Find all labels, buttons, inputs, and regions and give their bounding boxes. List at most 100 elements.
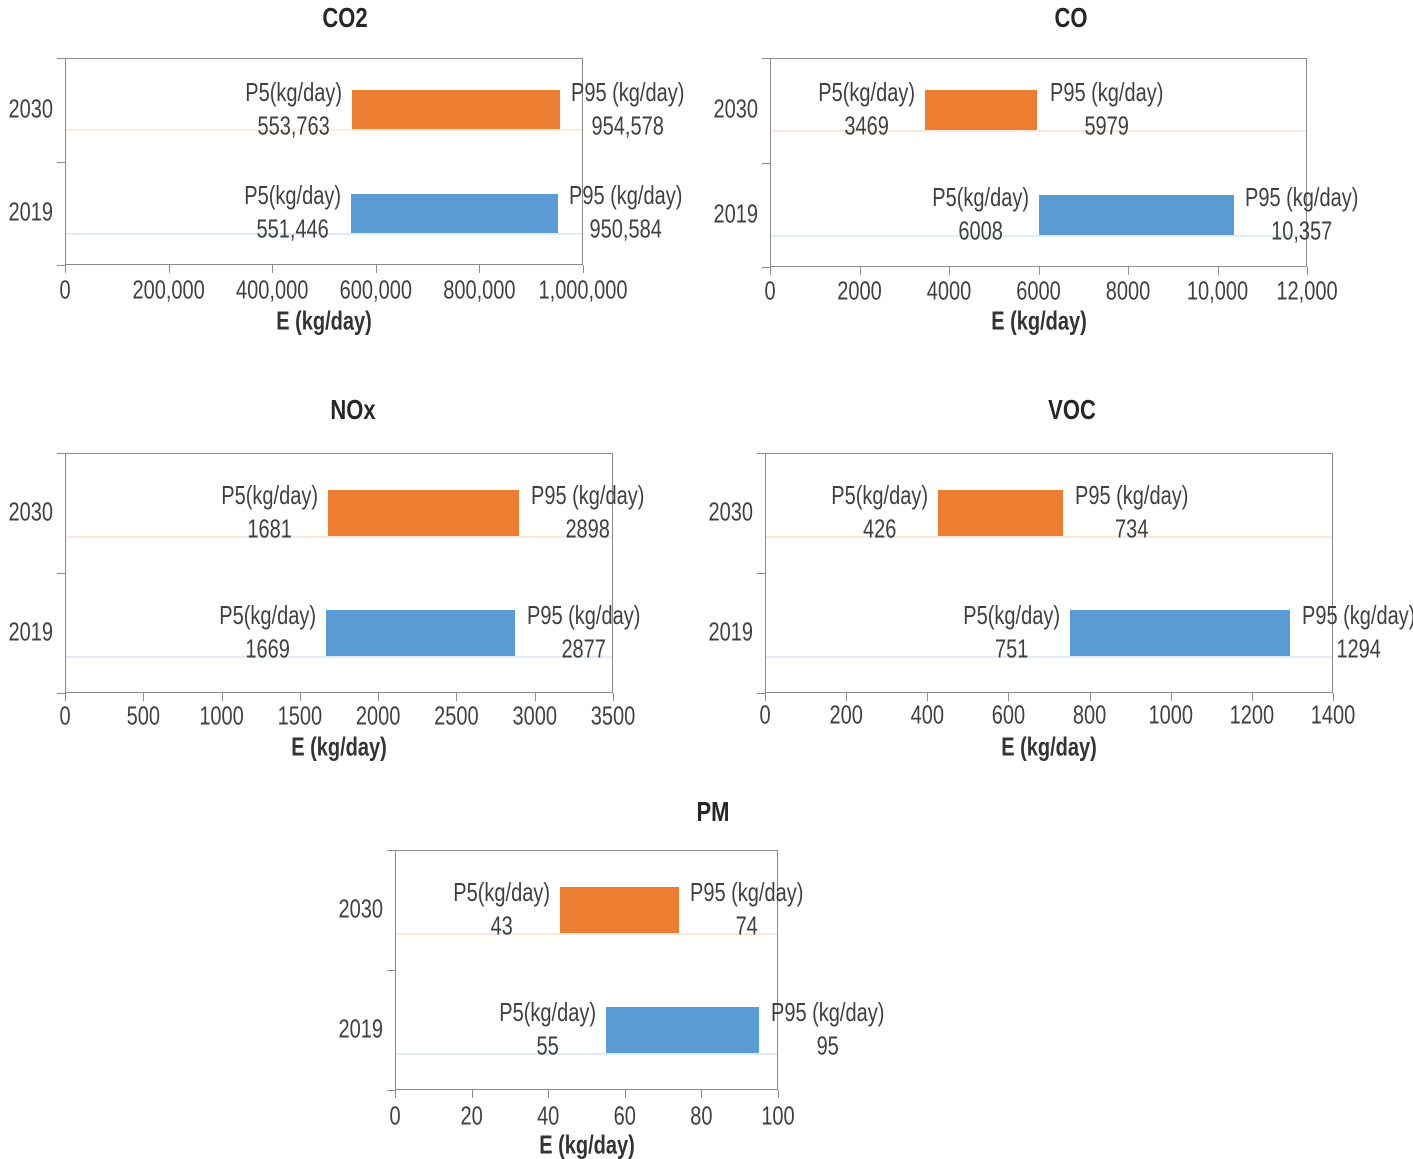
p5-label-line: P5(kg/day)	[932, 184, 1029, 213]
p5-label-line: P5(kg/day)	[245, 79, 342, 108]
p5-label-line: P5(kg/day)	[831, 482, 928, 511]
category-label-2019: 2019	[338, 1015, 384, 1045]
p95-value-line: 954,578	[591, 112, 664, 141]
category-label-2030: 2030	[713, 95, 759, 125]
range-bar-2030	[328, 490, 519, 536]
x-axis-tick-mark	[548, 1090, 550, 1098]
x-axis-tick-label: 0	[59, 702, 71, 732]
x-axis-tick-mark	[859, 267, 861, 275]
x-axis-tick-label: 100	[761, 1102, 795, 1132]
x-axis-tick-mark	[299, 693, 301, 701]
x-axis-tick-mark	[471, 1090, 473, 1098]
x-axis-tick-mark	[624, 1090, 626, 1098]
row-gridline	[66, 129, 582, 131]
x-axis-tick-mark	[770, 267, 771, 275]
p95-data-label: P95 (kg/day) 734	[1075, 480, 1188, 547]
p5-value-line: 1681	[247, 515, 292, 544]
y-axis-tick-mark	[762, 58, 770, 59]
x-axis-tick-label: 2000	[355, 702, 401, 732]
x-axis-tick-mark	[1008, 693, 1010, 701]
x-axis-tick-mark	[143, 693, 145, 701]
p95-value-line: 2898	[565, 515, 610, 544]
p5-data-label: P5(kg/day) 43	[453, 877, 550, 944]
x-axis-tick-label: 1000	[199, 702, 244, 732]
x-axis-tick-mark	[65, 693, 66, 701]
row-gridline	[66, 536, 612, 538]
p5-data-label: P5(kg/day) 751	[963, 600, 1060, 667]
x-axis-tick-mark	[701, 1090, 703, 1098]
range-bar-2019	[326, 610, 515, 656]
x-axis-tick-mark	[1251, 693, 1253, 701]
p95-value-line: 74	[735, 912, 758, 941]
p95-data-label: P95 (kg/day) 2898	[531, 480, 644, 547]
category-label-2019: 2019	[8, 198, 54, 228]
y-axis-tick-mark	[757, 573, 765, 574]
p5-label-line: P5(kg/day)	[219, 602, 316, 631]
p5-data-label: P5(kg/day) 1669	[219, 600, 316, 667]
x-axis-tick-mark	[583, 265, 584, 273]
x-axis-tick-label: 2500	[434, 702, 479, 732]
chart-title: VOC	[1048, 393, 1096, 426]
x-axis-title: E (kg/day)	[1001, 733, 1097, 763]
x-axis-tick-mark	[1307, 267, 1308, 275]
p95-data-label: P95 (kg/day) 2877	[527, 600, 640, 667]
x-axis-tick-mark	[534, 693, 536, 701]
x-axis-tick-label: 600	[991, 701, 1026, 731]
p95-data-label: P95 (kg/day) 95	[771, 997, 884, 1064]
x-axis-tick-mark	[375, 265, 377, 273]
x-axis-tick-label: 400	[910, 701, 944, 731]
p95-value-line: 5979	[1084, 112, 1129, 141]
chart-title: PM	[696, 795, 730, 828]
p95-value-line: 10,357	[1271, 217, 1333, 246]
x-axis-tick-mark	[456, 693, 458, 701]
p5-value-line: 751	[994, 635, 1029, 664]
row-gridline	[66, 656, 612, 658]
x-axis-tick-label: 1400	[1310, 701, 1356, 731]
x-axis-tick-label: 12,000	[1276, 277, 1338, 307]
x-axis-tick-mark	[1128, 267, 1129, 275]
range-bar-2019	[606, 1007, 759, 1053]
p5-label-line: P5(kg/day)	[221, 482, 318, 511]
y-axis-tick-mark	[762, 163, 770, 164]
x-axis-title: E (kg/day)	[991, 307, 1087, 337]
x-axis-tick-label: 200,000	[132, 276, 205, 306]
y-axis-tick-mark	[757, 693, 765, 694]
x-axis-tick-label: 6000	[1016, 277, 1061, 307]
p5-label-line: P5(kg/day)	[244, 182, 341, 211]
x-axis-tick-label: 20	[460, 1102, 483, 1132]
y-axis-tick-mark	[57, 453, 65, 454]
x-axis-tick-mark	[1038, 267, 1040, 275]
x-axis-tick-mark	[395, 1090, 396, 1098]
x-axis-tick-mark	[1333, 693, 1334, 701]
p5-label-line: P5(kg/day)	[453, 879, 550, 908]
p95-label-line: P95 (kg/day)	[569, 182, 683, 211]
x-axis-tick-mark	[778, 1090, 779, 1098]
range-bar-2030	[352, 90, 560, 129]
p95-data-label: P95 (kg/day) 954,578	[571, 77, 684, 144]
p95-label-line: P95 (kg/day)	[1245, 184, 1359, 213]
p5-data-label: P5(kg/day) 55	[499, 997, 596, 1064]
p5-label-line: P5(kg/day)	[499, 999, 596, 1028]
y-axis-tick-mark	[387, 850, 395, 851]
x-axis-tick-label: 1,000,000	[538, 276, 628, 306]
p5-data-label: P5(kg/day) 426	[831, 480, 928, 547]
x-axis-tick-mark	[949, 267, 950, 275]
x-axis-tick-label: 0	[59, 276, 71, 306]
p95-label-line: P95 (kg/day)	[771, 999, 885, 1028]
range-bar-2019	[1070, 610, 1290, 656]
p5-data-label: P5(kg/day) 1681	[221, 480, 318, 547]
category-label-2019: 2019	[713, 200, 759, 230]
row-gridline	[766, 656, 1332, 658]
p5-label-line: P5(kg/day)	[963, 602, 1060, 631]
p95-data-label: P95 (kg/day) 1294	[1302, 600, 1413, 667]
x-axis-tick-mark	[479, 265, 481, 273]
p5-data-label: P5(kg/day) 3469	[818, 77, 915, 144]
range-bar-2030	[938, 490, 1063, 536]
chart-title: CO	[1054, 1, 1088, 34]
x-axis-tick-label: 80	[690, 1102, 713, 1132]
y-axis-tick-mark	[757, 453, 765, 454]
p95-label-line: P95 (kg/day)	[1050, 79, 1164, 108]
p95-label-line: P95 (kg/day)	[571, 79, 685, 108]
range-bar-2019	[351, 194, 558, 233]
